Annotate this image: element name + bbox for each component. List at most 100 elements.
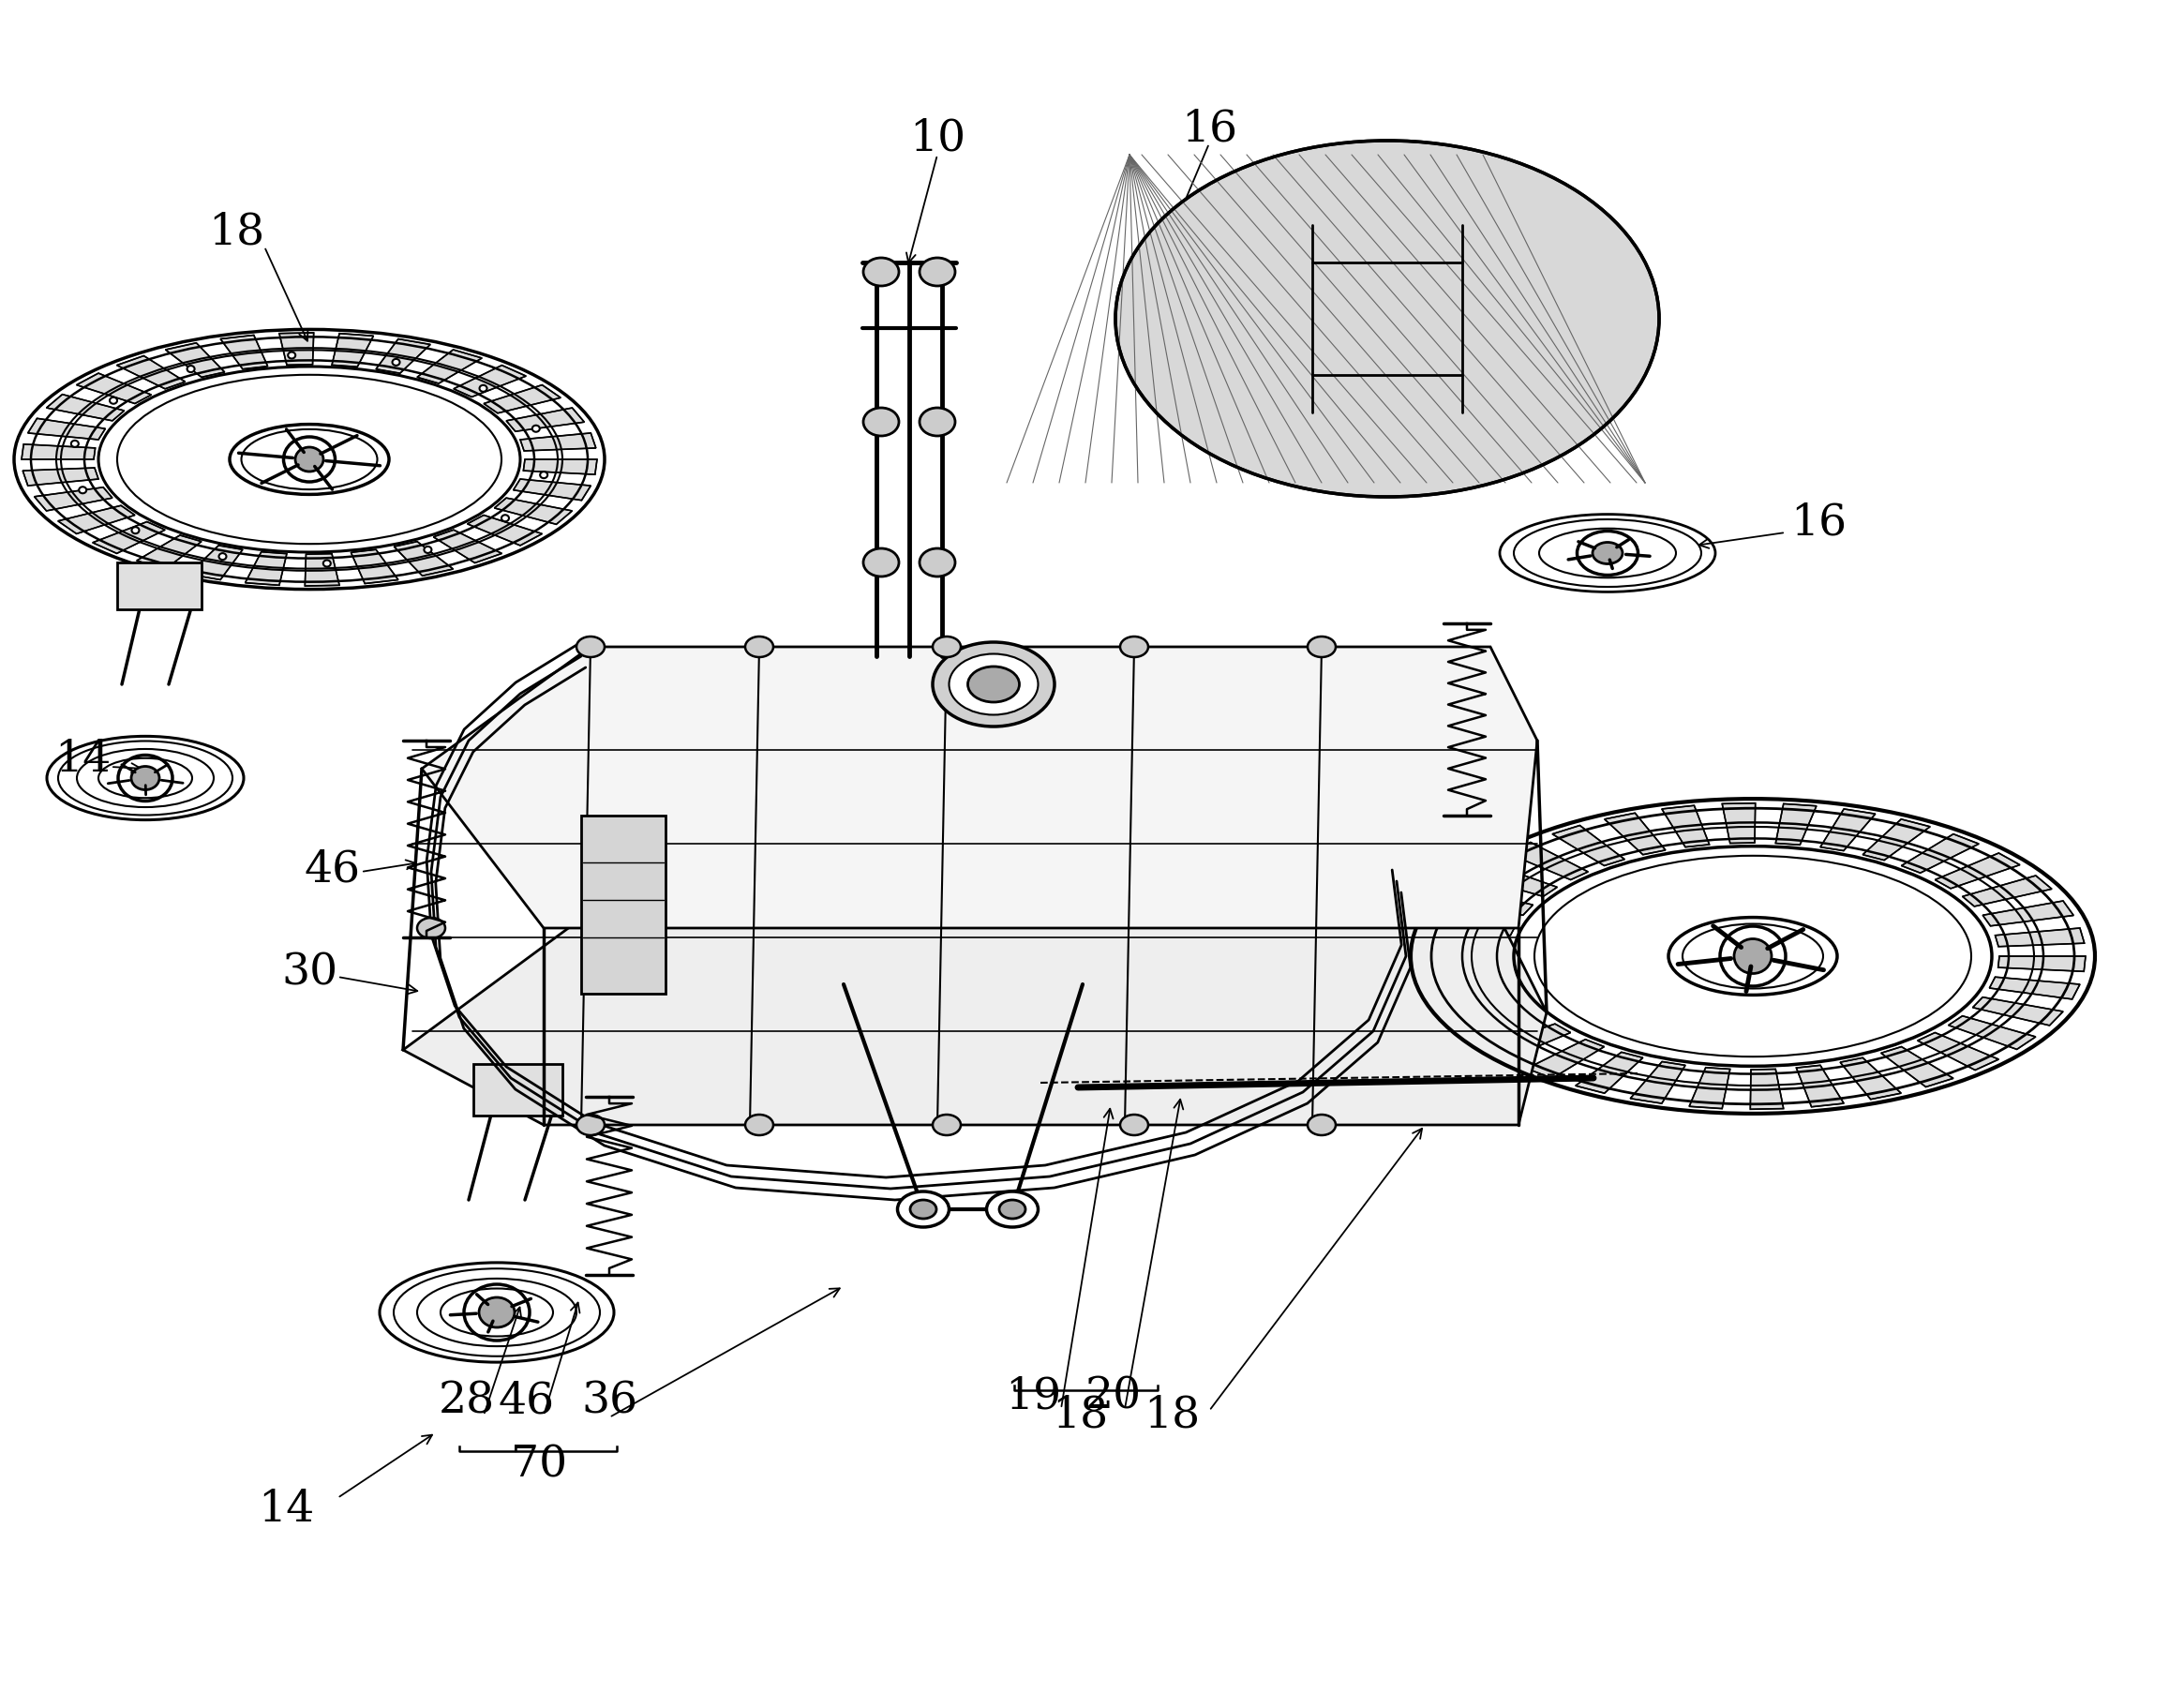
Polygon shape (432, 529, 502, 564)
Polygon shape (166, 343, 225, 377)
Text: 14: 14 (55, 738, 111, 781)
Polygon shape (1485, 1023, 1570, 1059)
Polygon shape (404, 919, 1546, 1126)
Polygon shape (1935, 852, 2020, 888)
Ellipse shape (924, 261, 952, 282)
Text: 10: 10 (909, 118, 965, 161)
Ellipse shape (987, 1192, 1037, 1226)
Polygon shape (1795, 1066, 1843, 1107)
Ellipse shape (577, 637, 605, 658)
Polygon shape (1983, 900, 2073, 926)
Ellipse shape (1734, 939, 1771, 974)
Ellipse shape (867, 261, 895, 282)
Polygon shape (1918, 1033, 1998, 1071)
Polygon shape (1433, 987, 1522, 1011)
Polygon shape (1948, 1016, 2035, 1049)
Text: 16: 16 (1182, 108, 1238, 150)
Text: 14: 14 (258, 1488, 314, 1530)
Text: 18: 18 (207, 212, 264, 254)
Polygon shape (494, 499, 572, 524)
Text: 16: 16 (1791, 502, 1848, 545)
Ellipse shape (424, 547, 432, 553)
Polygon shape (513, 478, 592, 500)
Ellipse shape (46, 692, 245, 864)
Polygon shape (1841, 1057, 1900, 1100)
Ellipse shape (288, 352, 295, 359)
Polygon shape (1470, 863, 1557, 897)
Polygon shape (1444, 886, 1533, 915)
Ellipse shape (1498, 473, 1717, 634)
Polygon shape (417, 350, 483, 384)
Ellipse shape (863, 548, 900, 577)
Ellipse shape (393, 359, 400, 366)
Ellipse shape (480, 384, 487, 391)
Polygon shape (22, 468, 98, 485)
Text: 46: 46 (304, 849, 360, 892)
Text: 19: 19 (1005, 1375, 1061, 1418)
Polygon shape (581, 815, 666, 994)
Ellipse shape (13, 196, 607, 722)
Polygon shape (1420, 941, 1507, 956)
Ellipse shape (295, 447, 323, 471)
Ellipse shape (919, 548, 954, 577)
Polygon shape (524, 459, 596, 475)
Polygon shape (1553, 825, 1625, 866)
Polygon shape (1688, 1068, 1730, 1108)
Ellipse shape (539, 471, 548, 478)
Ellipse shape (109, 398, 118, 403)
Ellipse shape (417, 917, 446, 938)
Polygon shape (1662, 806, 1710, 847)
Polygon shape (118, 562, 201, 610)
Ellipse shape (1116, 140, 1660, 497)
Ellipse shape (1592, 543, 1623, 564)
Ellipse shape (79, 487, 87, 494)
Polygon shape (332, 333, 373, 367)
Polygon shape (352, 550, 397, 584)
Polygon shape (1422, 965, 1511, 984)
Polygon shape (1426, 914, 1516, 936)
Polygon shape (422, 647, 1538, 927)
Polygon shape (280, 333, 314, 366)
Polygon shape (35, 487, 111, 511)
Polygon shape (116, 355, 186, 389)
Text: 36: 36 (581, 1380, 638, 1423)
Polygon shape (28, 418, 105, 439)
Polygon shape (1749, 1069, 1784, 1108)
Ellipse shape (378, 1209, 616, 1416)
Polygon shape (92, 521, 166, 553)
Text: 18: 18 (1053, 1394, 1107, 1436)
Text: 20: 20 (1085, 1375, 1142, 1418)
Ellipse shape (323, 560, 330, 567)
Ellipse shape (502, 514, 509, 521)
Ellipse shape (968, 666, 1020, 702)
Ellipse shape (1120, 1115, 1149, 1136)
Polygon shape (507, 408, 585, 432)
Polygon shape (1998, 956, 2086, 972)
Polygon shape (76, 372, 151, 403)
Polygon shape (1575, 1052, 1642, 1093)
Polygon shape (1990, 977, 2079, 999)
Polygon shape (1902, 834, 1979, 873)
Ellipse shape (863, 408, 900, 436)
Ellipse shape (863, 258, 900, 285)
Polygon shape (520, 434, 596, 451)
Polygon shape (1776, 804, 1817, 845)
Polygon shape (454, 366, 526, 396)
Ellipse shape (1308, 1115, 1337, 1136)
Ellipse shape (72, 441, 79, 447)
Polygon shape (138, 535, 201, 569)
Ellipse shape (131, 767, 159, 789)
Ellipse shape (218, 553, 227, 560)
Polygon shape (1723, 803, 1756, 844)
Polygon shape (1863, 820, 1931, 861)
Polygon shape (1972, 997, 2064, 1025)
Polygon shape (188, 545, 242, 579)
Text: 70: 70 (511, 1443, 568, 1486)
Ellipse shape (131, 528, 140, 533)
Text: 46: 46 (498, 1380, 555, 1423)
Text: 18: 18 (1144, 1394, 1199, 1436)
Polygon shape (221, 335, 269, 369)
Polygon shape (1629, 1062, 1686, 1103)
Polygon shape (1880, 1047, 1952, 1086)
Text: 30: 30 (282, 951, 339, 994)
